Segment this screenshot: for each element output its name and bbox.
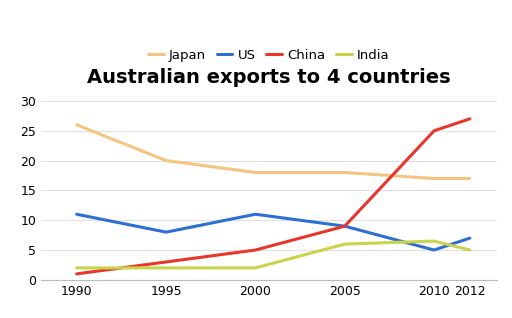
India bbox=[74, 266, 80, 270]
Title: Australian exports to 4 countries: Australian exports to 4 countries bbox=[87, 68, 451, 87]
Line: US: US bbox=[77, 214, 470, 250]
US bbox=[342, 224, 348, 228]
China bbox=[252, 248, 259, 252]
Japan bbox=[74, 123, 80, 127]
India bbox=[252, 266, 259, 270]
India bbox=[342, 242, 348, 246]
Japan bbox=[252, 170, 259, 174]
China bbox=[431, 129, 437, 133]
US bbox=[431, 248, 437, 252]
Line: Japan: Japan bbox=[77, 125, 470, 178]
US bbox=[467, 236, 473, 240]
China bbox=[74, 272, 80, 276]
Legend: Japan, US, China, India: Japan, US, China, India bbox=[142, 44, 395, 67]
Japan bbox=[467, 176, 473, 180]
US bbox=[74, 212, 80, 216]
India bbox=[467, 248, 473, 252]
China bbox=[467, 117, 473, 121]
Line: China: China bbox=[77, 119, 470, 274]
India bbox=[431, 239, 437, 243]
Japan bbox=[431, 176, 437, 180]
China bbox=[163, 260, 169, 264]
China bbox=[342, 224, 348, 228]
Line: India: India bbox=[77, 241, 470, 268]
US bbox=[252, 212, 259, 216]
India bbox=[163, 266, 169, 270]
Japan bbox=[163, 159, 169, 162]
US bbox=[163, 230, 169, 234]
Japan bbox=[342, 170, 348, 174]
